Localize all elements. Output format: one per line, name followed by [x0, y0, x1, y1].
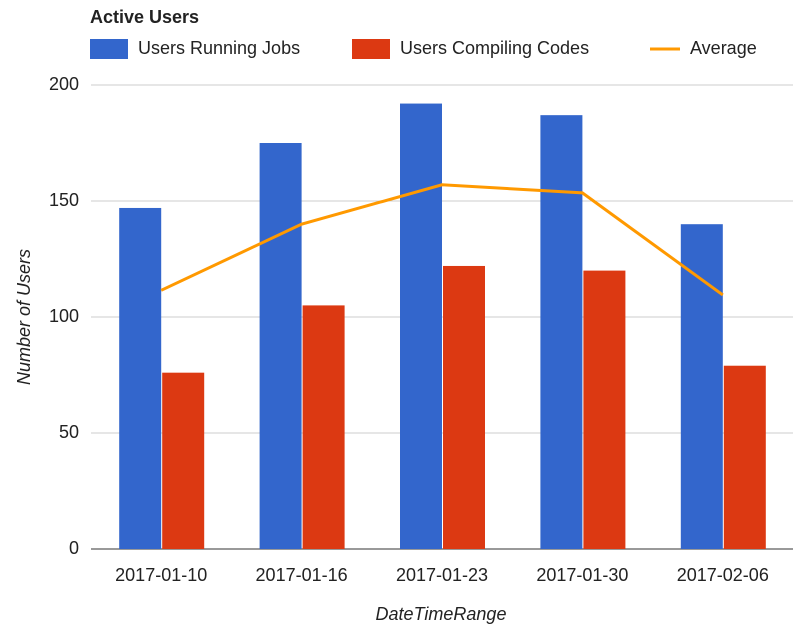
bar	[680, 224, 723, 549]
y-tick-label: 0	[69, 538, 79, 558]
legend-swatch	[352, 39, 390, 59]
x-tick-label: 2017-02-06	[677, 565, 769, 585]
x-tick-label: 2017-01-16	[256, 565, 348, 585]
y-tick-label: 150	[49, 190, 79, 210]
bar	[119, 207, 162, 549]
bar	[723, 365, 766, 549]
legend-label: Users Compiling Codes	[400, 38, 589, 58]
y-tick-label: 100	[49, 306, 79, 326]
average-line	[160, 183, 724, 297]
bar	[583, 270, 626, 549]
y-axis-title: Number of Users	[14, 249, 34, 385]
y-tick-label: 50	[59, 422, 79, 442]
bar	[540, 115, 583, 549]
x-axis-title: DateTimeRange	[376, 604, 507, 624]
bar	[400, 103, 442, 549]
legend-swatch	[90, 39, 128, 59]
x-tick-label: 2017-01-23	[396, 565, 488, 585]
x-tick-label: 2017-01-10	[115, 565, 207, 585]
y-tick-label: 200	[49, 74, 79, 94]
chart-title: Active Users	[90, 7, 199, 27]
legend-label: Average	[690, 38, 757, 58]
bar	[443, 265, 485, 549]
bar	[302, 305, 345, 549]
x-tick-label: 2017-01-30	[536, 565, 628, 585]
bar	[259, 143, 302, 549]
legend-label: Users Running Jobs	[138, 38, 300, 58]
bar	[162, 372, 205, 549]
